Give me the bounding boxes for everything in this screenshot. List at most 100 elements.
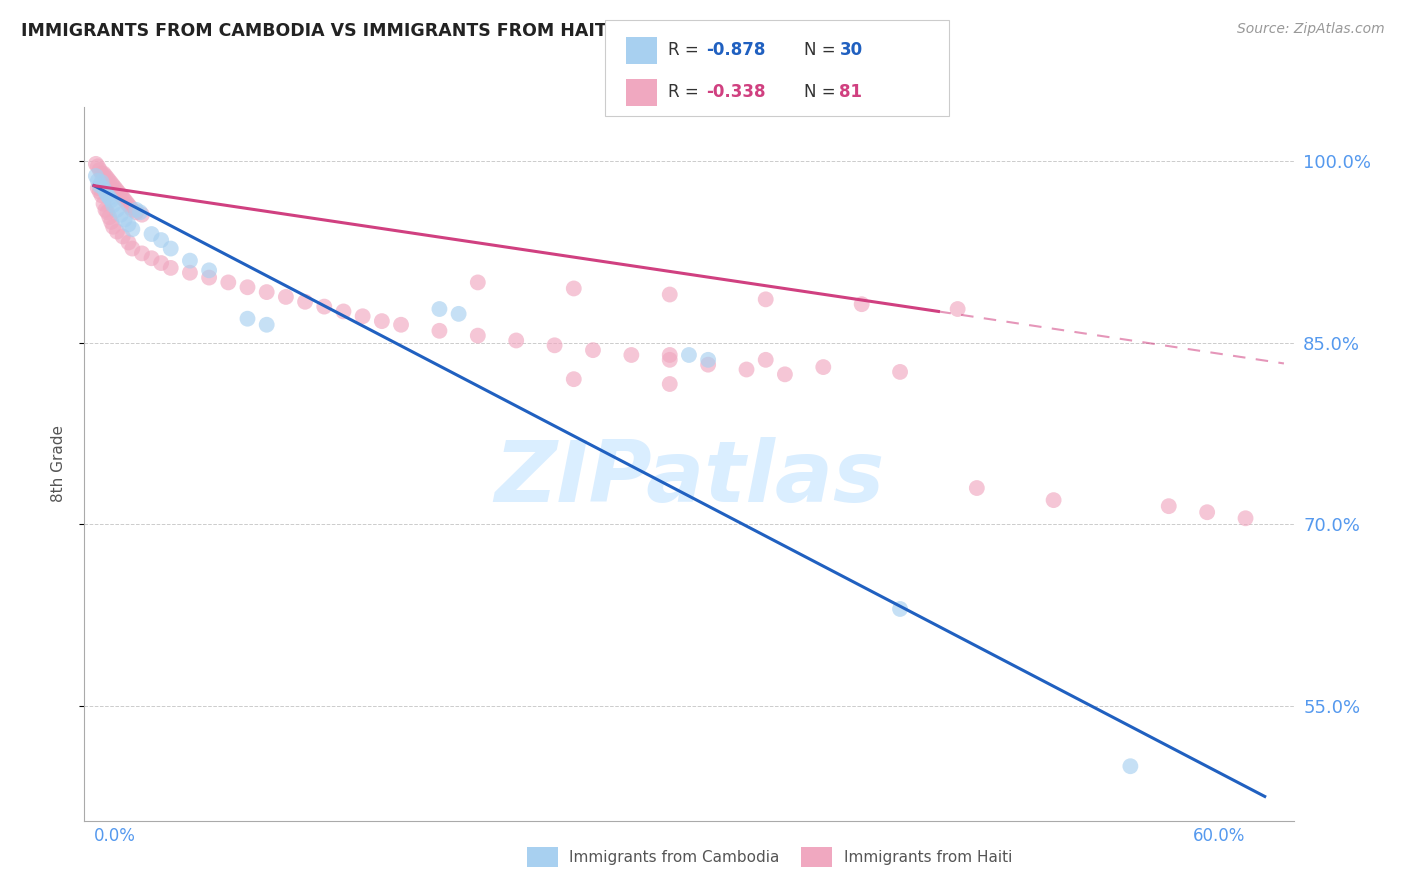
Point [314, 300, 336, 314]
Point [179, 253, 201, 268]
Point [115, 195, 138, 210]
Point [1197, 505, 1219, 519]
Text: 60.0%: 60.0% [1194, 827, 1246, 845]
Point [236, 280, 259, 294]
Point [1042, 493, 1064, 508]
Point [141, 251, 163, 265]
Point [121, 202, 143, 217]
Point [111, 229, 134, 244]
Point [110, 208, 132, 222]
Point [294, 294, 316, 309]
Point [332, 304, 354, 318]
Point [274, 290, 297, 304]
Point [111, 191, 134, 205]
Point [429, 324, 451, 338]
Point [98, 174, 121, 188]
Point [105, 202, 128, 217]
Point [543, 338, 565, 352]
Point [121, 242, 143, 256]
Point [90, 167, 112, 181]
Point [114, 193, 136, 207]
Point [371, 314, 394, 328]
Point [101, 219, 124, 234]
Text: -0.878: -0.878 [706, 41, 765, 59]
Point [90, 175, 112, 189]
Point [101, 178, 124, 193]
Point [562, 281, 585, 295]
Point [159, 260, 181, 275]
Point [620, 348, 643, 362]
Point [89, 178, 111, 193]
Point [1157, 499, 1180, 513]
Point [84, 169, 107, 183]
Point [236, 311, 259, 326]
Point [105, 225, 128, 239]
Point [96, 188, 118, 202]
Text: R =: R = [668, 83, 704, 102]
Text: R =: R = [668, 41, 704, 59]
Point [813, 360, 835, 375]
Point [467, 328, 489, 343]
Point [96, 171, 118, 186]
Text: 0.0%: 0.0% [94, 827, 136, 845]
Point [131, 208, 153, 222]
Point [141, 227, 163, 241]
Point [104, 181, 127, 195]
Point [87, 181, 110, 195]
Point [658, 352, 681, 367]
Point [117, 218, 139, 232]
Text: Immigrants from Haiti: Immigrants from Haiti [844, 850, 1012, 864]
Point [100, 193, 122, 207]
Point [217, 276, 239, 290]
Y-axis label: 8th Grade: 8th Grade [51, 425, 66, 502]
Point [93, 181, 115, 195]
Point [98, 191, 121, 205]
Point [87, 159, 110, 173]
Point [90, 188, 112, 202]
Point [697, 352, 720, 367]
Point [658, 377, 681, 392]
Point [120, 201, 142, 215]
Point [93, 167, 115, 181]
Point [100, 176, 122, 190]
Text: Immigrants from Cambodia: Immigrants from Cambodia [569, 850, 780, 864]
Point [129, 205, 152, 219]
Point [94, 185, 117, 199]
Text: N =: N = [804, 41, 841, 59]
Point [121, 222, 143, 236]
Point [150, 256, 173, 270]
Point [1234, 511, 1257, 525]
Point [429, 301, 451, 316]
Point [198, 270, 221, 285]
Point [256, 285, 278, 299]
Point [159, 242, 181, 256]
Point [562, 372, 585, 386]
Point [108, 186, 131, 200]
Point [467, 276, 489, 290]
Point [105, 184, 128, 198]
Point [889, 365, 911, 379]
Point [658, 287, 681, 301]
Text: Source: ZipAtlas.com: Source: ZipAtlas.com [1237, 22, 1385, 37]
Point [117, 235, 139, 250]
Point [1119, 759, 1142, 773]
Point [256, 318, 278, 332]
Point [198, 263, 221, 277]
Point [93, 196, 115, 211]
Point [94, 202, 117, 217]
Point [100, 215, 122, 229]
Point [582, 343, 605, 358]
Point [889, 602, 911, 616]
Text: IMMIGRANTS FROM CAMBODIA VS IMMIGRANTS FROM HAITI 8TH GRADE CORRELATION CHART: IMMIGRANTS FROM CAMBODIA VS IMMIGRANTS F… [21, 22, 946, 40]
Point [735, 362, 758, 376]
Point [505, 334, 527, 348]
Point [94, 169, 117, 183]
Point [389, 318, 412, 332]
Point [946, 301, 969, 316]
Point [89, 185, 111, 199]
Point [131, 246, 153, 260]
Point [447, 307, 470, 321]
Text: -0.338: -0.338 [706, 83, 765, 102]
Point [150, 233, 173, 247]
Point [755, 352, 778, 367]
